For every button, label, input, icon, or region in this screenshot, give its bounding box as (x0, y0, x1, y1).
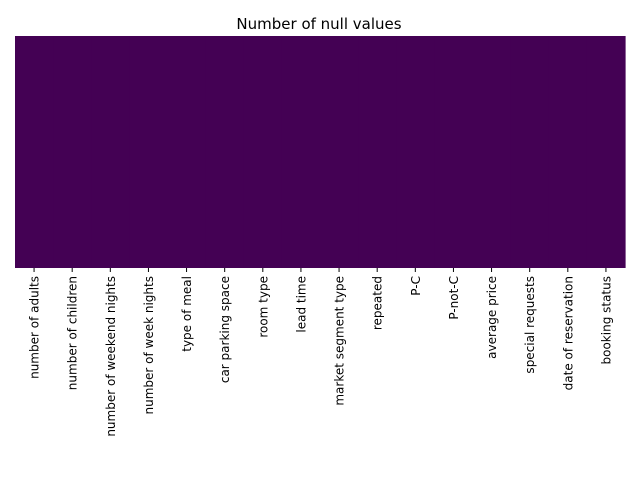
x-axis-ticks: number of adults number of children number… (28, 268, 613, 437)
heatmap-cell-lead-time (281, 36, 321, 268)
x-tick-label-repeated: repeated (371, 276, 385, 330)
x-tick-label-booking-status: booking status (599, 276, 613, 365)
x-tick-label-date-of-reservation: date of reservation (561, 276, 575, 390)
x-tick-label-market-segment-type: market segment type (333, 276, 347, 406)
heatmap-cell-number-of-week-nights (129, 36, 169, 268)
heatmap-cell-special-requests (510, 36, 550, 268)
x-tick-label-room-type: room type (256, 276, 270, 338)
heatmap-cell-repeated (358, 36, 397, 268)
heatmap-cell-average-price (472, 36, 512, 268)
heatmap-cell-room-type (243, 36, 283, 268)
x-tick-label-lead-time: lead time (294, 276, 308, 333)
heatmap-cells (15, 36, 626, 268)
x-tick-label-average-price: average price (485, 276, 499, 359)
chart-title: Number of null values (236, 15, 401, 33)
x-tick-label-p-c: P-C (409, 276, 423, 296)
heatmap-cell-p-not-c (434, 36, 474, 268)
heatmap-cell-booking-status (586, 36, 626, 268)
heatmap-cell-number-of-children (53, 36, 92, 268)
heatmap-cell-number-of-weekend-nights (91, 36, 130, 268)
heatmap-cell-type-of-meal (167, 36, 207, 268)
x-tick-label-p-not-c: P-not-C (447, 276, 461, 320)
x-tick-label-special-requests: special requests (523, 276, 537, 374)
x-tick-label-number-of-adults: number of adults (28, 276, 42, 379)
heatmap-cell-number-of-adults (15, 36, 54, 268)
heatmap-cell-date-of-reservation (548, 36, 588, 268)
heatmap-cell-car-parking-space (205, 36, 245, 268)
x-tick-label-type-of-meal: type of meal (180, 276, 194, 352)
heatmap-cell-p-c (396, 36, 435, 268)
x-tick-label-car-parking-space: car parking space (218, 276, 232, 383)
heatmap-cell-market-segment-type (320, 36, 359, 268)
x-tick-label-number-of-children: number of children (66, 276, 80, 390)
x-tick-label-number-of-weekend-nights: number of weekend nights (104, 276, 118, 437)
x-tick-label-number-of-week-nights: number of week nights (142, 276, 156, 415)
